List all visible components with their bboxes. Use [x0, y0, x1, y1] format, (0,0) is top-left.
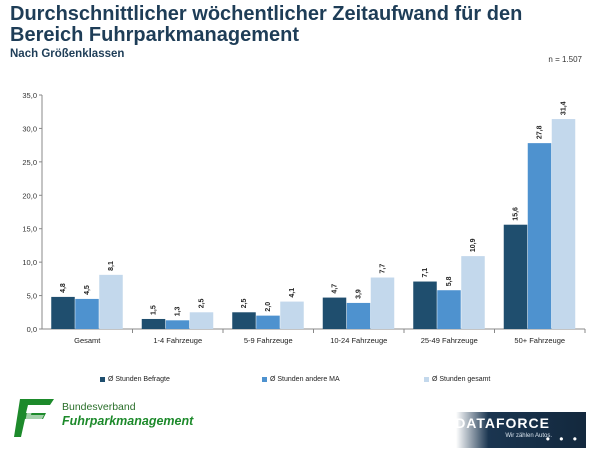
data-label: 4,8: [60, 283, 67, 293]
dataforce-name: DATAFORCE: [455, 415, 550, 431]
y-tick-label: 30,0: [22, 124, 37, 133]
data-label: 4,5: [84, 285, 91, 295]
chart-subtitle: Nach Größenklassen: [10, 48, 125, 60]
bundesverband-logo-mark: [14, 399, 54, 437]
y-tick-label: 35,0: [22, 91, 37, 100]
bundesverband-label: Bundesverband: [62, 401, 136, 413]
bar: [370, 277, 395, 329]
bar: [322, 297, 347, 329]
bar-chart: 0,0 5,0 10,0 15,0 20,0 25,0 30,0 35,0 4,8 4,5 8,1 G…: [22, 91, 586, 345]
bar: [503, 224, 528, 329]
x-tick-label: 10-24 Fahrzeuge: [330, 336, 387, 345]
bar: [527, 143, 552, 329]
bar: [51, 296, 75, 329]
legend-label-gesamt: Ø Stunden gesamt: [432, 376, 491, 383]
data-label: 3,9: [356, 289, 363, 299]
x-tick-label: 50+ Fahrzeuge: [514, 336, 565, 345]
fuhrparkmanagement-label: Fuhrparkmanagement: [62, 414, 194, 428]
legend-item-gesamt: Ø Stunden gesamt: [424, 376, 490, 383]
bar: [461, 256, 485, 329]
bar: [346, 302, 371, 329]
data-label: 8,1: [108, 261, 115, 271]
y-tick-label: 25,0: [22, 158, 37, 167]
legend-item-befragte: Ø Stunden Befragte: [100, 376, 170, 383]
data-label: 27,8: [537, 125, 544, 139]
bar: [256, 315, 280, 329]
y-tick-label: 10,0: [22, 258, 37, 267]
data-label: 10,9: [470, 238, 477, 252]
bar: [99, 274, 123, 329]
sample-size-note: n = 1.507: [548, 55, 582, 64]
data-label: 7,7: [380, 264, 387, 274]
data-label: 2,0: [265, 302, 272, 312]
legend-swatch-andere-ma: [262, 377, 267, 382]
bar: [75, 298, 99, 329]
bar: [437, 290, 461, 329]
chart-title: Durchschnittlicher wöchentlicher Zeitauf…: [10, 3, 523, 46]
dataforce-logo: DATAFORCE Wir zählen Autos. • • •: [455, 412, 586, 448]
legend-label-befragte: Ø Stunden Befragte: [108, 376, 170, 383]
data-label: 15,6: [513, 207, 520, 221]
legend-swatch-befragte: [100, 377, 105, 382]
bar: [413, 281, 437, 329]
y-tick-label: 5,0: [27, 292, 37, 301]
bar: [232, 312, 256, 329]
y-tick-label: 0,0: [27, 325, 37, 334]
bar: [551, 119, 576, 329]
data-label: 5,8: [446, 276, 453, 286]
bundesverband-logo: Bundesverband Fuhrparkmanagement: [14, 393, 214, 443]
data-label: 4,7: [332, 284, 339, 294]
data-label: 2,5: [241, 298, 248, 308]
legend-label-andere-ma: Ø Stunden andere MA: [270, 376, 340, 383]
x-tick-label: 25-49 Fahrzeuge: [421, 336, 478, 345]
data-label: 1,3: [175, 306, 182, 316]
x-tick-label: Gesamt: [74, 336, 101, 345]
dataforce-dots-icon: • • •: [545, 432, 580, 446]
x-tick-label: 5-9 Fahrzeuge: [244, 336, 293, 345]
bar: [189, 312, 214, 329]
bar: [280, 301, 304, 329]
data-label: 2,5: [199, 298, 206, 308]
data-label: 1,5: [151, 305, 158, 315]
legend-item-andere-ma: Ø Stunden andere MA: [262, 376, 340, 383]
x-tick-label: 1-4 Fahrzeuge: [153, 336, 202, 345]
bar: [141, 318, 166, 329]
chart-legend: Ø Stunden Befragte Ø Stunden andere MA Ø…: [0, 376, 600, 390]
bar: [165, 320, 190, 329]
data-label: 4,1: [289, 288, 296, 298]
legend-swatch-gesamt: [424, 377, 429, 382]
data-label: 31,4: [561, 101, 568, 115]
y-tick-label: 20,0: [22, 191, 37, 200]
data-label: 7,1: [422, 268, 429, 278]
y-tick-label: 15,0: [22, 225, 37, 234]
dataforce-tagline: Wir zählen Autos.: [505, 433, 552, 439]
